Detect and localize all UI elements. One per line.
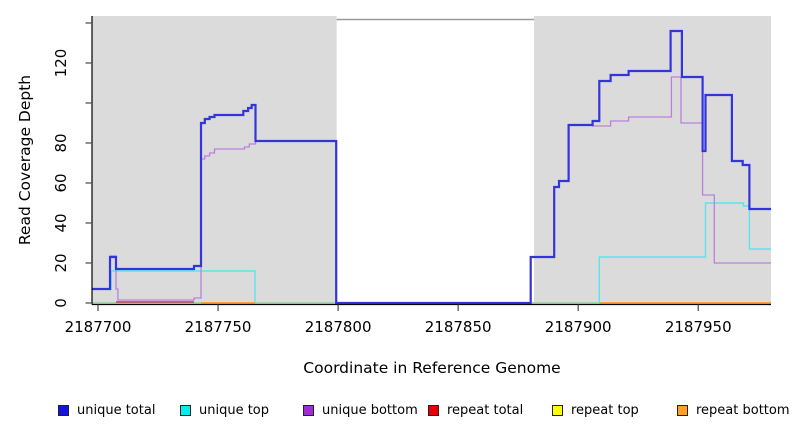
legend-item-repeat-top: repeat top <box>552 401 639 419</box>
x-tick-label: 2187750 <box>185 318 252 336</box>
shaded-region <box>92 16 337 304</box>
y-axis-ticks: 0 20 40 60 80 120 <box>52 22 92 308</box>
legend-swatch-unique-bottom <box>303 404 314 416</box>
x-tick-label: 2187900 <box>545 318 612 336</box>
legend-label: repeat bottom <box>696 402 790 418</box>
x-axis-ticks: 2187700 2187750 2187800 2187850 2187900 21879… <box>65 304 732 336</box>
y-tick-label: 0 <box>52 298 70 308</box>
y-tick-label: 80 <box>52 133 70 152</box>
legend-label: unique bottom <box>322 402 418 418</box>
legend-item-repeat-total: repeat total <box>428 401 523 419</box>
legend-swatch-repeat-total <box>428 404 439 416</box>
series-unique-top-line <box>598 202 771 303</box>
legend-item-unique-top: unique top <box>180 401 269 419</box>
y-tick-label: 20 <box>52 253 70 272</box>
legend-swatch-unique-total <box>58 404 69 416</box>
x-tick-label: 2187700 <box>65 318 132 336</box>
x-tick-label: 2187800 <box>305 318 372 336</box>
y-axis-title: Read Coverage Depth <box>16 75 34 245</box>
x-tick-label: 2187950 <box>665 318 732 336</box>
legend-label: repeat total <box>447 402 524 418</box>
legend-item-unique-total: unique total <box>58 401 155 419</box>
legend-item-unique-bottom: unique bottom <box>303 401 418 419</box>
series-lines <box>92 29 771 305</box>
y-tick-label: 120 <box>52 49 70 78</box>
y-tick-label: 60 <box>52 173 70 192</box>
series-unique-total-line <box>92 29 771 305</box>
legend-swatch-repeat-top <box>552 404 563 416</box>
x-tick-label: 2187850 <box>425 318 492 336</box>
legend-swatch-unique-top <box>180 404 191 416</box>
x-axis-title: Coordinate in Reference Genome <box>303 359 560 377</box>
legend-item-repeat-bottom: repeat bottom <box>677 401 790 419</box>
shaded-regions <box>92 16 771 304</box>
legend-swatch-repeat-bottom <box>677 404 688 416</box>
y-tick-label: 40 <box>52 213 70 232</box>
legend-label: repeat top <box>571 402 639 418</box>
legend-label: unique top <box>199 402 270 418</box>
legend-label: unique total <box>77 402 156 418</box>
chart-legend: unique total unique top unique bottom repea… <box>0 401 792 421</box>
